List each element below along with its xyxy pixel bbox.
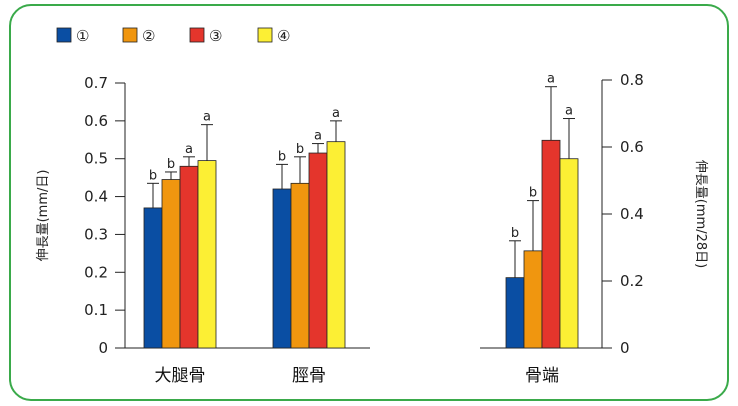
- y-tick-label: 0.2: [620, 272, 644, 290]
- y-tick-label: 0.3: [84, 225, 108, 243]
- significance-label: a: [203, 110, 211, 125]
- significance-label: a: [185, 142, 193, 157]
- legend-swatch-2: [122, 27, 138, 43]
- bar: [161, 179, 181, 349]
- y-tick-label: 0.1: [84, 301, 108, 319]
- significance-label: a: [547, 72, 555, 87]
- significance-label: a: [332, 106, 340, 121]
- y-axis-title: 伸長量(mm/28日): [693, 160, 708, 268]
- y-tick-label: 0.4: [620, 205, 644, 223]
- y-tick-label: 0.2: [84, 263, 108, 281]
- significance-label: b: [167, 157, 175, 172]
- bar: [197, 160, 217, 349]
- significance-label: b: [296, 142, 304, 157]
- y-tick-label: 0.4: [84, 188, 108, 206]
- bar: [559, 158, 579, 349]
- significance-label: b: [149, 168, 157, 183]
- significance-label: a: [565, 104, 573, 119]
- bar: [308, 152, 328, 349]
- y-tick-label: 0.5: [84, 150, 108, 168]
- bar: [143, 207, 163, 349]
- category-label: 大腿骨: [155, 366, 206, 386]
- chart-frame: [9, 4, 729, 401]
- significance-label: b: [529, 186, 537, 201]
- bar: [541, 139, 561, 349]
- y-tick-label: 0: [620, 339, 630, 357]
- bar: [179, 165, 199, 349]
- legend-label-2: ②: [142, 27, 155, 45]
- significance-label: a: [314, 129, 322, 144]
- significance-label: b: [278, 149, 286, 164]
- bar: [523, 250, 543, 349]
- right-chart: 0.8 0.6 0.4 0.2 0 伸長量(mm/28日) b b a a 骨端: [480, 71, 708, 386]
- category-label: 脛骨: [292, 366, 326, 386]
- y-tick-label: 0.8: [620, 71, 644, 89]
- y-tick-label: 0.6: [620, 138, 644, 156]
- bar: [505, 277, 525, 349]
- category-label: 骨端: [525, 366, 559, 386]
- y-tick-label: 0.6: [84, 112, 108, 130]
- y-axis-title: 伸長量(mm/日): [36, 170, 51, 262]
- y-tick-label: 0: [98, 339, 108, 357]
- y-tick-label: 0.7: [84, 74, 108, 92]
- bar: [272, 188, 292, 349]
- legend-label-1: ①: [76, 27, 89, 45]
- legend-swatch-3: [189, 27, 205, 43]
- bar: [290, 182, 310, 349]
- legend: ① ② ③ ④: [56, 27, 290, 45]
- legend-label-3: ③: [209, 27, 222, 45]
- legend-label-4: ④: [277, 27, 290, 45]
- significance-label: b: [511, 226, 519, 241]
- legend-swatch-1: [56, 27, 72, 43]
- bar: [326, 141, 346, 349]
- legend-swatch-4: [257, 27, 273, 43]
